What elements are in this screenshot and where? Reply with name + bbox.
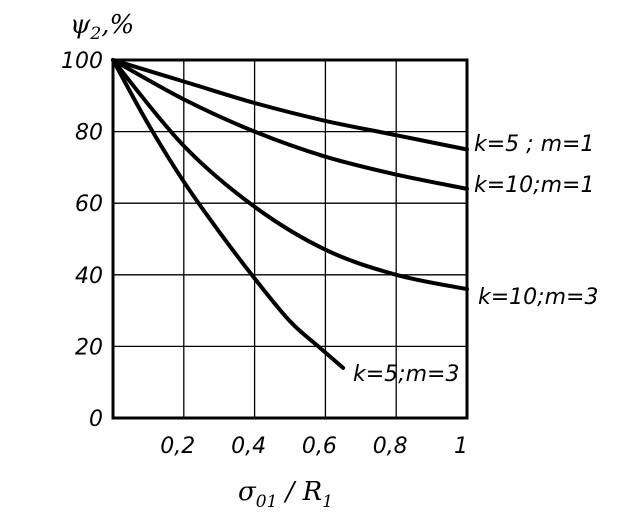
plot-frame [111,58,469,420]
series-line [111,58,469,191]
y-tick-label: 40 [75,264,103,289]
series-line [111,58,469,152]
series-line [111,58,346,370]
x-tick-label: 1 [454,434,468,459]
series-line [111,58,469,292]
y-axis-label: ψ2,% [70,10,134,44]
y-tick-label: 100 [61,49,103,74]
x-tick-labels: 0,2 0,4 0,6 0,8 1 [160,434,468,459]
y-tick-label: 0 [89,407,103,432]
x-tick-label: 0,4 [231,434,266,459]
series-labels: k=5 ; m=1 k=10;m=1 k=10;m=3 k=5;m=3 [353,132,598,387]
y-tick-label: 60 [75,192,103,217]
x-tick-label: 0,2 [160,434,195,459]
x-tick-label: 0,6 [302,434,337,459]
y-tick-label: 80 [75,121,103,146]
series-lines [111,58,469,370]
series-label: k=10;m=1 [474,173,594,198]
series-label: k=5 ; m=1 [474,132,594,157]
x-axis-label: σ01 / R1 [238,477,333,512]
series-label: k=5;m=3 [353,362,459,387]
x-tick-label: 0,8 [373,434,408,459]
y-tick-labels: 0 20 40 60 80 100 [61,49,103,432]
series-label: k=10;m=3 [478,285,598,310]
y-tick-label: 20 [75,335,103,360]
